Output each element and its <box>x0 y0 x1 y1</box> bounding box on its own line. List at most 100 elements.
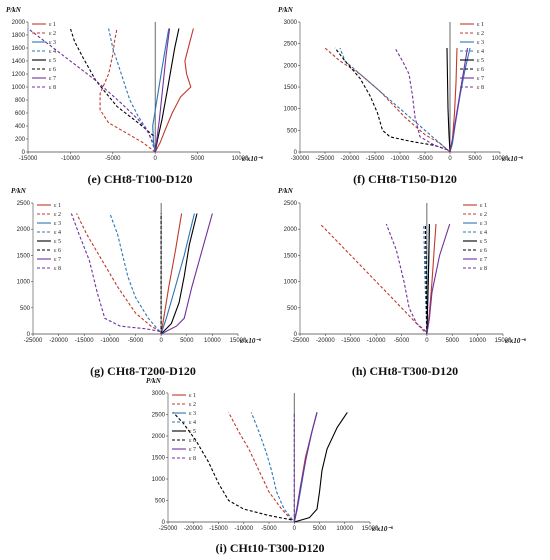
legend-label-2: ε 2 <box>49 31 56 37</box>
series-line-1 <box>426 223 437 335</box>
y-tick-label: 1500 <box>152 456 166 462</box>
legend-label-5: ε 5 <box>480 239 487 245</box>
y-tick-label: 1600 <box>12 46 26 52</box>
y-tick-label: 1200 <box>12 72 26 78</box>
panel-caption: (e) CHt8-T100-D120 <box>88 172 193 186</box>
x-tick-label: 10000 <box>336 526 353 532</box>
series-line-8 <box>394 47 449 151</box>
series-line-8 <box>70 213 161 332</box>
series-line-1 <box>154 28 194 153</box>
legend-label-5: ε 5 <box>49 58 56 64</box>
x-tick-label: -15000 <box>209 526 228 532</box>
legend-label-1: ε 1 <box>54 203 61 209</box>
legend-label-5: ε 5 <box>54 239 61 245</box>
series-line-7 <box>293 412 318 523</box>
x-tick-label: -25000 <box>24 338 43 344</box>
x-tick-label: 15000 <box>230 338 247 344</box>
legend-label-7: ε 7 <box>480 257 487 263</box>
x-tick-label: 0 <box>159 338 163 344</box>
y-tick-label: 3000 <box>152 391 166 397</box>
series-line-6 <box>69 28 154 137</box>
x-tick-label: -10000 <box>391 156 410 162</box>
series-line-5 <box>294 412 348 523</box>
y-tick-label: 1000 <box>284 280 298 286</box>
series-line-3 <box>152 28 170 153</box>
y-tick-label: 200 <box>15 137 26 143</box>
y-axis-label: P/kN <box>278 187 294 195</box>
legend-label-5: ε 5 <box>189 429 196 435</box>
legend-label-8: ε 8 <box>54 266 61 272</box>
legend-label-3: ε 3 <box>189 411 196 417</box>
x-tick-label: -10000 <box>367 338 386 344</box>
y-tick-label: 0 <box>22 150 26 156</box>
legend-label-4: ε 4 <box>54 230 61 236</box>
x-tick-label: 15000 <box>495 338 512 344</box>
series-line-5 <box>154 28 180 153</box>
y-tick-label: 1800 <box>12 33 26 39</box>
x-tick-label: -20000 <box>341 156 360 162</box>
x-tick-label: 5000 <box>191 156 205 162</box>
legend-label-2: ε 2 <box>54 212 61 218</box>
series-line-2 <box>228 412 293 521</box>
y-tick-label: 2000 <box>152 434 166 440</box>
y-tick-label: 2500 <box>17 201 31 207</box>
legend-label-6: ε 6 <box>189 438 196 444</box>
x-tick-label: 0 <box>425 338 429 344</box>
y-tick-label: 1500 <box>284 85 298 91</box>
legend-label-3: ε 3 <box>49 40 56 46</box>
chart-panel-3: -25000 -20000 -15000 -10000 -5000 0 5000 10000 1… <box>278 187 527 378</box>
series-line-2 <box>99 28 156 153</box>
legend-label-4: ε 4 <box>477 49 484 55</box>
x-tick-label: 0 <box>154 156 158 162</box>
series-line-6 <box>172 412 292 521</box>
y-tick-label: 2500 <box>284 201 298 207</box>
legend-label-6: ε 6 <box>49 67 56 73</box>
y-tick-label: 2000 <box>284 227 298 233</box>
series-line-6 <box>424 223 428 335</box>
series-line-8 <box>27 28 154 143</box>
x-tick-label: 10000 <box>492 156 509 162</box>
legend-label-7: ε 7 <box>189 447 196 453</box>
series-line-2 <box>76 213 161 332</box>
x-tick-label: -10000 <box>61 156 80 162</box>
y-tick-label: 1500 <box>284 253 298 259</box>
x-axis-label: ε/x10⁻⁶ <box>240 337 262 345</box>
x-tick-label: -5000 <box>105 156 121 162</box>
legend-label-4: ε 4 <box>49 49 56 55</box>
x-tick-label: -15000 <box>19 156 38 162</box>
legend-label-1: ε 1 <box>480 203 487 209</box>
legend-label-7: ε 7 <box>49 76 56 82</box>
y-tick-label: 2000 <box>12 20 26 26</box>
legend-label-8: ε 8 <box>477 85 484 91</box>
x-tick-label: 10000 <box>232 156 249 162</box>
y-tick-label: 400 <box>15 124 26 130</box>
legend-label-4: ε 4 <box>189 420 196 426</box>
series-line-7 <box>449 47 469 153</box>
legend-label-7: ε 7 <box>477 76 484 82</box>
legend-label-8: ε 8 <box>480 266 487 272</box>
x-tick-label: 10000 <box>469 338 486 344</box>
legend-label-8: ε 8 <box>49 85 56 91</box>
series-line-4 <box>423 223 428 335</box>
series-line-5 <box>446 47 451 153</box>
series-line-7 <box>160 213 213 335</box>
x-tick-label: -15000 <box>366 156 385 162</box>
x-tick-label: -20000 <box>184 526 203 532</box>
y-tick-label: 600 <box>15 111 26 117</box>
legend-label-6: ε 6 <box>480 248 487 254</box>
chart-panel-0: -15000 -10000 -5000 0 5000 10000 0 200 400 600 800… <box>6 6 264 186</box>
x-tick-label: -5000 <box>394 338 410 344</box>
x-tick-label: -15000 <box>75 338 94 344</box>
legend-label-3: ε 3 <box>477 40 484 46</box>
y-axis-label: P/kN <box>6 6 22 14</box>
series-line-4 <box>250 412 294 521</box>
y-tick-label: 3000 <box>284 20 298 26</box>
x-tick-label: -20000 <box>49 338 68 344</box>
legend-label-3: ε 3 <box>480 221 487 227</box>
legend-label-1: ε 1 <box>49 22 56 28</box>
legend-label-1: ε 1 <box>477 22 484 28</box>
y-tick-label: 500 <box>20 306 31 312</box>
y-tick-label: 0 <box>294 150 298 156</box>
y-tick-label: 2500 <box>152 413 166 419</box>
chart-panel-1: -30000 -25000 -20000 -15000 -10000 -5000 0 5000… <box>278 6 524 186</box>
